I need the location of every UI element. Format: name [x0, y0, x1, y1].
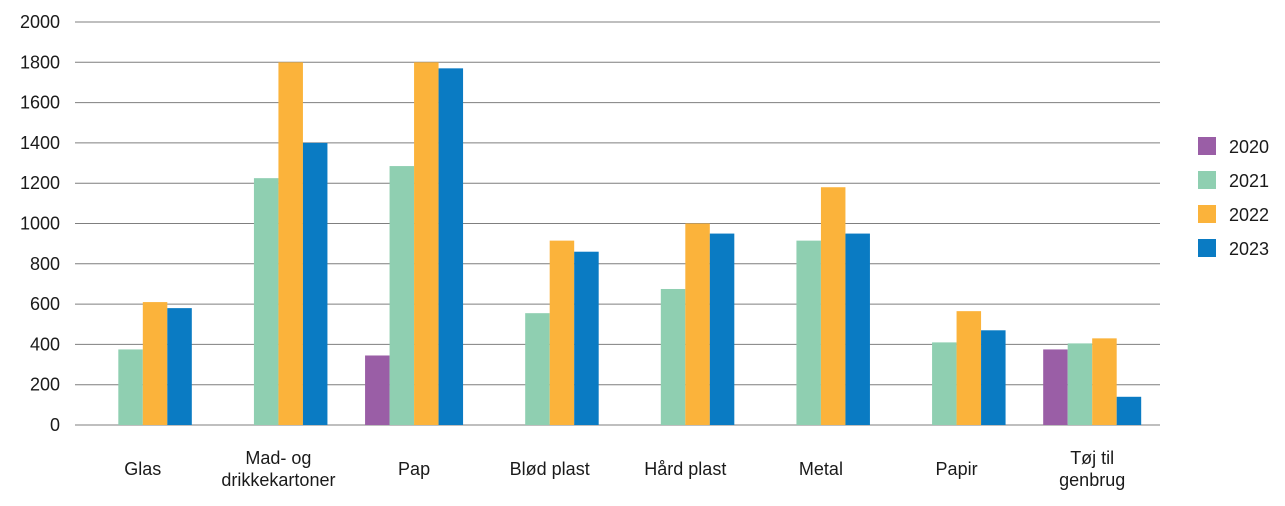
- category-label-line: genbrug: [1059, 470, 1125, 490]
- category-label-line: Hård plast: [644, 459, 726, 479]
- category-label-line: Papir: [936, 459, 978, 479]
- bar-2022: [956, 311, 982, 425]
- bar-2023: [574, 251, 599, 425]
- category-label-line: Mad- og: [245, 448, 311, 468]
- bar-2021: [389, 166, 415, 425]
- bar-2023: [438, 68, 464, 425]
- legend-swatch-2023: [1198, 239, 1216, 257]
- bar-2020: [1043, 349, 1068, 425]
- category-label-line: Pap: [398, 459, 430, 479]
- bar-2023: [1116, 396, 1142, 425]
- bar-2021: [660, 288, 686, 425]
- bar-2022: [1092, 338, 1117, 425]
- y-tick-label: 1800: [20, 52, 60, 72]
- y-axis-ticks: 0 200 400 600 800 1000 1200 1400 1600 1800 2000: [20, 12, 60, 435]
- bar-2022: [685, 223, 710, 425]
- bar-2022: [549, 240, 575, 425]
- bar-2023: [302, 142, 328, 425]
- legend-label: 2023: [1229, 239, 1269, 259]
- category-label-line: Glas: [124, 459, 161, 479]
- category-label-line: drikkekartoner: [221, 470, 335, 490]
- y-tick-label: 1400: [20, 133, 60, 153]
- category-label: Glas: [124, 459, 161, 479]
- legend-label: 2020: [1229, 137, 1269, 157]
- category-label: Pap: [398, 459, 430, 479]
- bar-2021: [796, 240, 821, 425]
- bar-2021: [118, 349, 143, 425]
- category-label: Hård plast: [644, 459, 726, 479]
- bar-2021: [932, 342, 957, 425]
- legend-swatch-2021: [1198, 171, 1216, 189]
- bar-2022: [142, 302, 168, 425]
- bar-2022: [278, 62, 303, 426]
- y-tick-label: 800: [30, 254, 60, 274]
- category-label: Tøj til genbrug: [1059, 448, 1125, 490]
- legend: 2020 2021 2022 2023: [1198, 137, 1269, 259]
- y-tick-label: 400: [30, 334, 60, 354]
- bar-2023: [167, 308, 192, 425]
- y-tick-label: 0: [50, 415, 60, 435]
- category-label-line: Blød plast: [510, 459, 590, 479]
- legend-swatch-2020: [1198, 137, 1216, 155]
- y-tick-label: 600: [30, 294, 60, 314]
- y-tick-label: 2000: [20, 12, 60, 32]
- bar-2023: [709, 233, 735, 425]
- bar-2023: [981, 330, 1006, 425]
- bar-2020: [365, 355, 390, 425]
- y-tick-label: 1000: [20, 214, 60, 234]
- legend-swatch-2022: [1198, 205, 1216, 223]
- y-tick-label: 200: [30, 375, 60, 395]
- legend-label: 2021: [1229, 171, 1269, 191]
- category-label: Metal: [799, 459, 843, 479]
- category-labels: Glas Mad- og drikkekartoner Pap Blød plast Hå…: [124, 448, 1125, 490]
- category-label-line: Tøj til: [1070, 448, 1114, 468]
- y-tick-label: 1200: [20, 173, 60, 193]
- bars: [118, 62, 1142, 426]
- category-label: Blød plast: [510, 459, 590, 479]
- bar-2021: [1067, 343, 1093, 425]
- bar-2021: [525, 313, 550, 425]
- legend-label: 2022: [1229, 205, 1269, 225]
- category-label-line: Metal: [799, 459, 843, 479]
- bar-2022: [820, 187, 846, 425]
- bar-2021: [253, 178, 279, 425]
- category-label: Mad- og drikkekartoner: [221, 448, 335, 490]
- y-tick-label: 1600: [20, 93, 60, 113]
- category-label: Papir: [936, 459, 978, 479]
- bar-2023: [845, 233, 870, 425]
- bar-2022: [414, 62, 439, 426]
